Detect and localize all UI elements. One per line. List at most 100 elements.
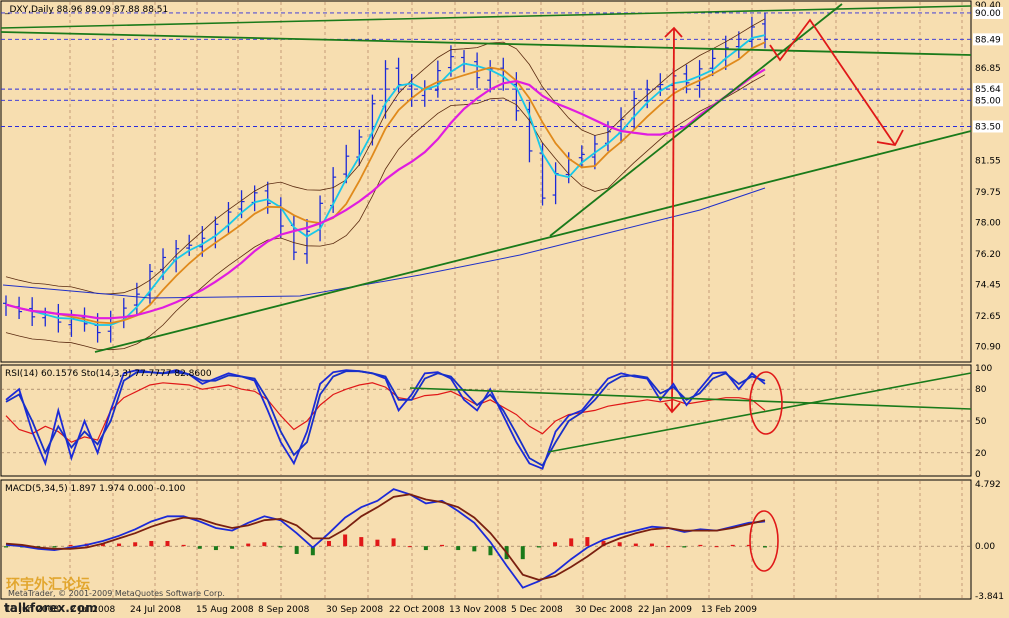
watermark-chinese: 环宇外汇论坛 (6, 576, 90, 593)
ma-long-line (2, 187, 766, 299)
x-tick-label: 24 Jul 2008 (130, 605, 181, 615)
macd-tick-label: 4.792 (975, 480, 1001, 490)
macd-histogram-bar (197, 546, 202, 549)
macd-layer (4, 488, 779, 589)
y-tick-label: 81.55 (975, 157, 1001, 167)
level-box (973, 94, 1003, 107)
level-label: 85.64 (975, 85, 1001, 95)
ema-fast-line (5, 34, 766, 326)
macd-histogram-bar (343, 534, 348, 547)
annotation-arrow-down (664, 402, 681, 414)
ma-slow-line (5, 68, 766, 320)
macd-histogram-bar (52, 546, 57, 548)
macd-histogram-bar (585, 537, 590, 547)
macd-histogram-bar (4, 546, 8, 548)
y-tick-label: 76.20 (975, 250, 1001, 260)
macd-histogram-bar (117, 543, 122, 547)
macd-histogram-bar (746, 544, 751, 547)
macd-histogram-bar (149, 540, 154, 547)
macd-histogram-bar (520, 546, 525, 560)
annotation-vertical (671, 27, 675, 413)
y-tick-label: 86.85 (975, 64, 1001, 74)
y-tick-label: 74.45 (975, 281, 1001, 291)
macd-histogram-bar (213, 546, 218, 551)
macd-highlight-ellipse (749, 510, 779, 572)
x-tick-label: 15 Aug 2008 (196, 605, 254, 615)
macd-histogram-bar (714, 546, 719, 548)
x-tick-label: 8 Sep 2008 (258, 605, 310, 615)
y-tick-label: 79.75 (975, 188, 1001, 198)
level-label: 88.49 (975, 35, 1001, 45)
macd-histogram-bar (407, 546, 412, 548)
x-tick-label: 13 Feb 2009 (701, 605, 757, 615)
macd-histogram-bar (310, 546, 315, 556)
macd-histogram-bar (133, 542, 138, 547)
trendline-support (94, 130, 972, 353)
macd-histogram-bar (375, 539, 380, 547)
level-box (973, 6, 1003, 19)
macd-histogram-bar (246, 543, 251, 547)
macd-histogram-bar (456, 546, 461, 551)
watermark-copyright: MetaTrader, © 2001-2009 MetaQuotes Softw… (8, 589, 225, 598)
x-tick-label: 2 Jul 2008 (70, 605, 115, 615)
osc-trendline-down (409, 387, 972, 410)
annotation-arrow-head (876, 129, 904, 146)
macd-histogram-bar (553, 542, 558, 547)
trendline-upper (0, 5, 972, 29)
macd-panel (0, 479, 972, 600)
main-header: _DXY,Daily 88.96 89.09 87.88 88.51 (4, 5, 168, 15)
macd-histogram-bar (666, 546, 671, 548)
macd-histogram-bar (617, 542, 622, 547)
main-panel (0, 0, 972, 363)
axis-labels: 10 Jun 2008 2 Jul 2008 24 Jul 2008 15 Aug 2… (5, 1, 1004, 615)
osc-series-line (5, 369, 766, 470)
macd-histogram-bar (294, 546, 299, 554)
macd-histogram-bar (698, 544, 703, 547)
macd-histogram-bar (391, 538, 396, 547)
macd-histogram-bar (181, 544, 186, 547)
osc-highlight-ellipse (749, 371, 783, 435)
macd-histogram-bar (100, 543, 105, 547)
osc-tick-label: 50 (975, 417, 987, 427)
osc-panel (0, 364, 972, 477)
y-tick-label: 70.90 (975, 343, 1001, 353)
band-lower (5, 74, 766, 351)
level-box (973, 120, 1003, 133)
x-tick-label: 30 Sep 2008 (326, 605, 383, 615)
oscillator-layer (5, 369, 972, 470)
level-label: 90.00 (975, 9, 1001, 19)
macd-histogram-bar (262, 542, 267, 547)
level-box (973, 83, 1003, 96)
macd-histogram-bar (763, 546, 767, 548)
y-tick-label: 72.65 (975, 312, 1001, 322)
macd-tick-label: 0.00 (975, 542, 995, 552)
trendline-resistance (0, 31, 972, 56)
macd-histogram-bar (440, 544, 445, 547)
macd-histogram-bar (165, 540, 170, 547)
level-label: 85.00 (975, 96, 1001, 106)
y-tick-label: 90.40 (975, 1, 1001, 11)
macd-histogram-bar (633, 543, 638, 547)
macd-histogram-bar (472, 546, 477, 552)
y-tick-label: 78.00 (975, 219, 1001, 229)
macd-histogram-bar (730, 544, 735, 547)
x-tick-label: 22 Jan 2009 (638, 605, 692, 615)
osc-trendline-up (547, 372, 972, 453)
vertical-grid (69, 2, 963, 598)
level-box (973, 33, 1003, 46)
osc-tick-label: 100 (975, 364, 992, 374)
price-layer (0, 3, 972, 414)
osc-tick-label: 0 (975, 470, 981, 480)
macd-histogram-bar (278, 546, 283, 548)
macd-line (5, 488, 766, 589)
macd-histogram-bar (569, 538, 574, 547)
x-tick-label: 22 Oct 2008 (389, 605, 445, 615)
macd-histogram-bar (488, 546, 493, 556)
macd-histogram-bar (536, 546, 541, 548)
macd-histogram-bar (359, 537, 364, 547)
osc-tick-label: 80 (975, 385, 987, 395)
annotation-projection (769, 18, 896, 146)
macd-histogram-bar (423, 546, 428, 551)
level-label: 83.50 (975, 122, 1001, 132)
